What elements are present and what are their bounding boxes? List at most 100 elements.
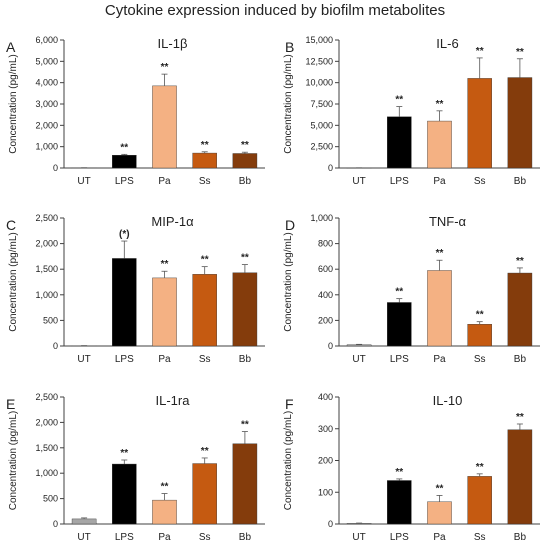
panel-letter: A bbox=[6, 39, 16, 55]
significance-label: ** bbox=[395, 467, 403, 478]
y-tick-label: 5,000 bbox=[35, 56, 58, 66]
panel-title: IL-6 bbox=[436, 36, 458, 51]
panel-c: C MIP-1α Concentration (pg/mL) 0 500 1,000 1,5… bbox=[6, 213, 265, 365]
significance-label: ** bbox=[241, 253, 249, 264]
panel-letter: C bbox=[6, 217, 16, 233]
y-tick-label: 0 bbox=[328, 341, 333, 351]
significance-label: ** bbox=[120, 448, 128, 459]
panel-b: B IL-6 Concentration (pg/mL) 0 2,500 5,000 7,5… bbox=[283, 35, 540, 187]
y-tick-label: 0 bbox=[328, 163, 333, 173]
x-tick-label: Bb bbox=[239, 176, 252, 187]
x-tick-label: Ss bbox=[474, 176, 486, 187]
significance-label: ** bbox=[436, 248, 444, 259]
significance-label: ** bbox=[161, 259, 169, 270]
x-tick-label: Pa bbox=[433, 532, 446, 543]
x-tick-label: Pa bbox=[158, 532, 171, 543]
x-tick-label: LPS bbox=[115, 532, 134, 543]
significance-label: ** bbox=[161, 482, 169, 493]
bar-pa bbox=[152, 499, 177, 525]
significance-label: (*) bbox=[119, 229, 130, 240]
y-tick-label: 1,000 bbox=[35, 142, 58, 152]
y-tick-label: 0 bbox=[53, 163, 58, 173]
panel-a: A IL-1β Concentration (pg/mL) 0 1,000 2,000 3,… bbox=[6, 35, 265, 187]
y-tick-label: 1,000 bbox=[310, 213, 333, 223]
significance-label: ** bbox=[476, 462, 484, 473]
x-tick-label: Pa bbox=[158, 176, 171, 187]
y-tick-label: 2,000 bbox=[35, 120, 58, 130]
y-tick-label: 10,000 bbox=[305, 78, 333, 88]
y-tick-label: 400 bbox=[318, 290, 333, 300]
y-tick-label: 200 bbox=[318, 315, 333, 325]
significance-label: ** bbox=[395, 287, 403, 298]
x-tick-label: UT bbox=[352, 532, 365, 543]
significance-label: ** bbox=[476, 46, 484, 57]
x-tick-label: LPS bbox=[390, 354, 409, 365]
significance-label: ** bbox=[201, 255, 209, 266]
panel-letter: E bbox=[6, 396, 15, 412]
x-tick-label: Ss bbox=[474, 354, 486, 365]
significance-label: ** bbox=[516, 256, 524, 267]
significance-label: ** bbox=[161, 62, 169, 73]
y-tick-label: 100 bbox=[318, 487, 333, 497]
y-tick-label: 1,500 bbox=[35, 443, 58, 453]
bar-ss bbox=[192, 152, 217, 169]
y-tick-label: 0 bbox=[328, 519, 333, 529]
y-tick-label: 400 bbox=[318, 392, 333, 402]
panel-letter: D bbox=[285, 217, 295, 233]
y-tick-label: 200 bbox=[318, 456, 333, 466]
bar-lps bbox=[387, 116, 412, 169]
x-tick-label: UT bbox=[77, 354, 90, 365]
bar-lps bbox=[387, 480, 412, 525]
y-tick-label: 300 bbox=[318, 424, 333, 434]
x-tick-label: UT bbox=[77, 176, 90, 187]
significance-label: ** bbox=[516, 47, 524, 58]
panel-title: MIP-1α bbox=[151, 214, 194, 229]
y-axis-label: Concentration (pg/mL) bbox=[8, 411, 19, 511]
bar-lps bbox=[112, 463, 137, 525]
bar-bb bbox=[232, 153, 258, 169]
x-tick-label: Ss bbox=[199, 354, 211, 365]
y-axis-label: Concentration (pg/mL) bbox=[283, 411, 294, 511]
x-tick-label: LPS bbox=[390, 532, 409, 543]
x-tick-label: Ss bbox=[199, 176, 211, 187]
panel-letter: B bbox=[285, 39, 294, 55]
y-axis-label: Concentration (pg/mL) bbox=[8, 54, 19, 154]
bar-bb bbox=[232, 443, 258, 525]
bar-pa bbox=[427, 270, 452, 347]
x-tick-label: Pa bbox=[433, 354, 446, 365]
y-tick-label: 5,000 bbox=[310, 120, 333, 130]
significance-label: ** bbox=[436, 99, 444, 110]
y-axis-label: Concentration (pg/mL) bbox=[283, 54, 294, 154]
y-tick-label: 12,500 bbox=[305, 56, 333, 66]
panel-d: D TNF-α Concentration (pg/mL) 0 200 400 600 800… bbox=[283, 213, 540, 365]
bar-ss bbox=[192, 463, 217, 525]
bar-bb bbox=[507, 429, 533, 525]
y-tick-label: 800 bbox=[318, 239, 333, 249]
bar-pa bbox=[152, 85, 177, 169]
figure-title: Cytokine expression induced by biofilm m… bbox=[104, 2, 446, 19]
y-tick-label: 6,000 bbox=[35, 35, 58, 45]
significance-label: ** bbox=[201, 446, 209, 457]
bar-ut bbox=[71, 518, 97, 525]
x-tick-label: Bb bbox=[514, 176, 527, 187]
panel-title: TNF-α bbox=[429, 214, 467, 229]
y-tick-label: 0 bbox=[53, 519, 58, 529]
x-tick-label: Ss bbox=[474, 532, 486, 543]
significance-label: ** bbox=[120, 142, 128, 153]
x-tick-label: Bb bbox=[514, 354, 527, 365]
x-tick-label: Pa bbox=[158, 354, 171, 365]
y-tick-label: 15,000 bbox=[305, 35, 333, 45]
y-axis-label: Concentration (pg/mL) bbox=[8, 232, 19, 332]
x-tick-label: LPS bbox=[390, 176, 409, 187]
bar-ut bbox=[346, 344, 372, 347]
significance-label: ** bbox=[241, 140, 249, 151]
bar-ss bbox=[467, 476, 492, 525]
panel-f: F IL-10 Concentration (pg/mL) 0 100 200 300 400… bbox=[283, 392, 540, 543]
y-tick-label: 500 bbox=[43, 494, 58, 504]
y-tick-label: 4,000 bbox=[35, 78, 58, 88]
bar-pa bbox=[427, 120, 452, 169]
y-tick-label: 500 bbox=[43, 315, 58, 325]
x-tick-label: Ss bbox=[199, 532, 211, 543]
bar-ss bbox=[467, 78, 492, 169]
y-tick-label: 2,500 bbox=[310, 142, 333, 152]
